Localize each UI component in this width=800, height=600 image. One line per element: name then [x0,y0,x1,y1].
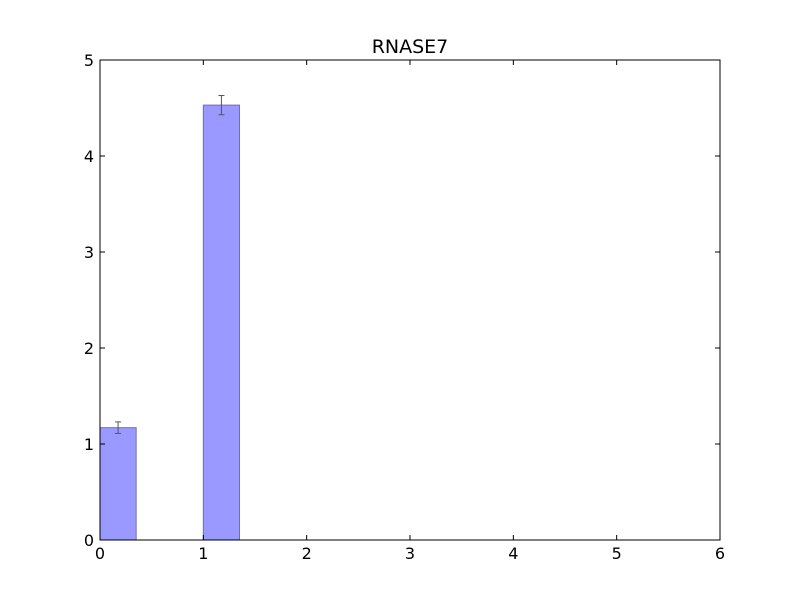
x-tick-label: 5 [612,544,622,563]
bar [202,104,240,541]
x-tick-label: 4 [508,544,518,563]
bar [99,427,137,541]
y-tick-label: 3 [84,243,94,262]
chart-title: RNASE7 [372,36,449,58]
ticks-layer [99,59,721,541]
plot-frame [99,59,721,541]
y-tick-label: 5 [84,51,94,70]
bars-layer [99,104,240,541]
y-tick-label: 4 [84,147,94,166]
x-tick-label: 3 [405,544,415,563]
x-tick-label: 0 [95,544,105,563]
y-tick-labels: 0 1 2 3 4 5 [84,51,94,550]
y-tick-label: 0 [84,531,94,550]
y-tick-label: 1 [84,435,94,454]
error-bars-layer [115,95,225,434]
x-tick-label: 2 [302,544,312,563]
x-tick-label: 1 [198,544,208,563]
x-tick-labels: 0 1 2 3 4 5 6 [95,544,725,563]
y-tick-label: 2 [84,339,94,358]
x-tick-label: 6 [715,544,725,563]
